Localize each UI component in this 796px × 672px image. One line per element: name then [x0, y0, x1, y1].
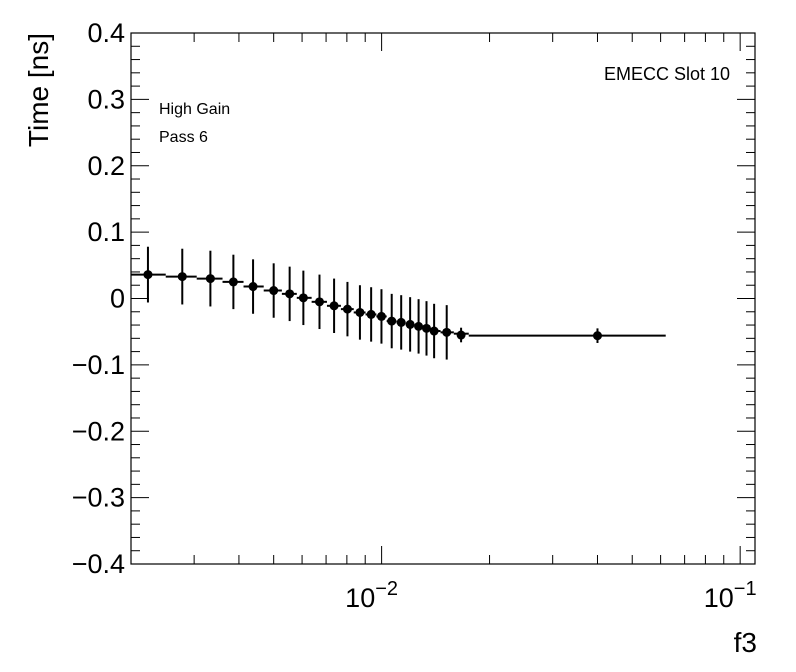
data-point — [456, 330, 466, 340]
data-point — [592, 331, 602, 341]
data-point — [269, 286, 279, 296]
data-points — [143, 246, 602, 360]
data-point — [177, 272, 187, 282]
y-tick-label: 0.3 — [87, 84, 125, 114]
data-point — [442, 327, 452, 337]
data-point — [329, 301, 339, 311]
data-point — [143, 270, 153, 280]
data-point — [298, 293, 308, 303]
y-tick-label: 0.1 — [87, 217, 125, 247]
data-point — [285, 289, 295, 299]
data-point — [414, 321, 424, 331]
y-tick-label: −0.4 — [72, 549, 125, 579]
y-tick-label: −0.1 — [72, 350, 125, 380]
x-axis: 10−2 10−1 — [130, 33, 757, 613]
annotation-pass: Pass 6 — [159, 129, 208, 146]
data-point — [248, 282, 258, 292]
annotation-slot: EMECC Slot 10 — [604, 64, 730, 84]
y-tick-label: 0.4 — [87, 18, 125, 48]
data-point — [205, 274, 215, 284]
data-point — [376, 311, 386, 321]
data-point — [405, 319, 415, 329]
y-tick-label: 0.2 — [87, 151, 125, 181]
data-point — [366, 309, 376, 319]
y-tick-label: −0.2 — [72, 416, 125, 446]
data-point — [421, 323, 431, 333]
data-point — [342, 304, 352, 314]
data-point — [429, 326, 439, 336]
x-tick-label: 10−2 — [345, 578, 398, 613]
y-axis: 0.4 0.3 0.2 0.1 0 −0.1 −0.2 −0.3 −0.4 — [72, 18, 755, 579]
data-point — [228, 277, 238, 287]
y-axis-label: Time [ns] — [23, 33, 54, 147]
annotation-gain: High Gain — [159, 101, 230, 118]
data-point — [355, 307, 365, 317]
data-point — [396, 317, 406, 327]
x-tick-label: 10−1 — [704, 578, 757, 613]
x-axis-label: f3 — [734, 627, 757, 658]
y-tick-label: −0.3 — [72, 483, 125, 513]
y-tick-label: 0 — [110, 284, 125, 314]
data-point — [314, 297, 324, 307]
data-point — [387, 316, 397, 326]
